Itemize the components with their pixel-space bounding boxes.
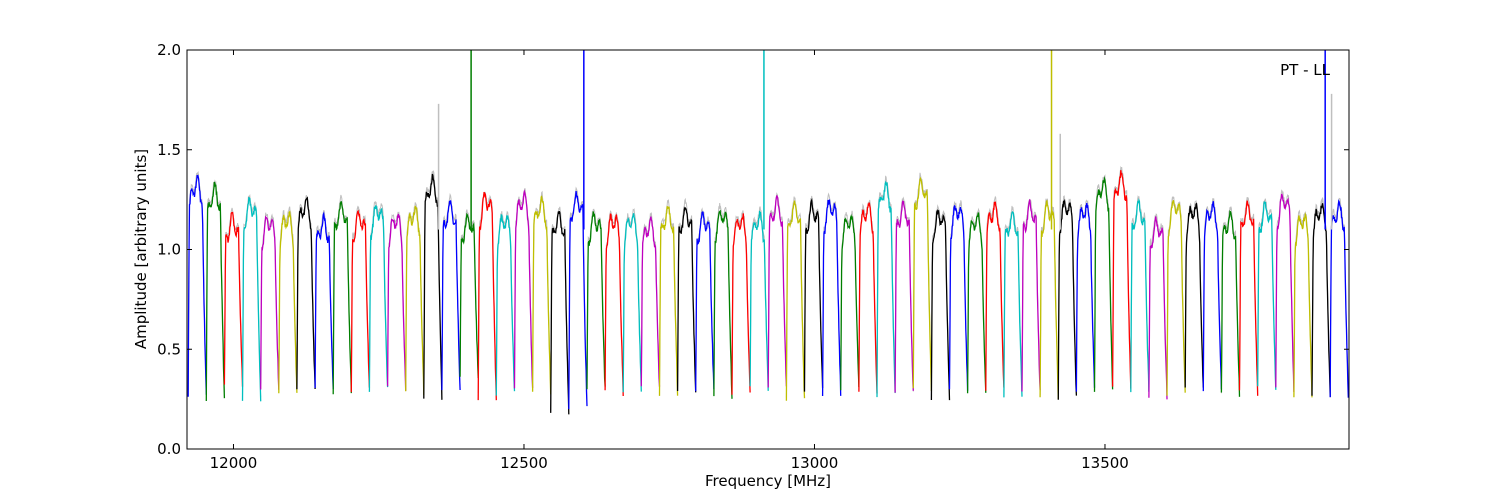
series-segment: [1075, 202, 1096, 392]
series-layer: [187, 50, 1349, 415]
series-segment: [296, 196, 316, 390]
series-segment: [1093, 176, 1114, 392]
series-segment: [314, 211, 334, 390]
series-segment: [477, 191, 497, 401]
x-axis-label: Frequency [MHz]: [705, 472, 831, 490]
series-segment: [1111, 170, 1132, 389]
series-segment: [966, 212, 987, 394]
series-segment: [187, 174, 207, 397]
series-segment: [912, 176, 933, 392]
y-tick-label: 1.0: [157, 241, 181, 259]
series-segment: [622, 213, 642, 393]
series-segment: [930, 208, 951, 401]
series-segment: [568, 191, 588, 410]
x-tick-label: 13000: [791, 454, 839, 472]
series-segment: [985, 201, 1005, 391]
series-segment: [640, 216, 661, 387]
series-segment: [731, 213, 751, 395]
series-segment: [713, 209, 733, 399]
series-segment: [858, 202, 878, 394]
series-segment: [948, 204, 969, 391]
series-segment: [1293, 211, 1313, 398]
series-segment: [803, 197, 824, 392]
series-segment: [749, 210, 769, 391]
series-segment: [531, 195, 552, 395]
series-segment: [1275, 193, 1295, 393]
series-segment: [840, 214, 860, 391]
y-tick-label: 1.5: [157, 141, 181, 159]
series-segment: [1021, 199, 1041, 392]
x-tick-label: 12500: [500, 454, 548, 472]
series-segment: [1202, 201, 1223, 392]
series-segment: [368, 205, 389, 392]
ticks-layer: 12000 12500 13000 13500 0.0 0.5 1.0 1.5 2.0: [157, 41, 1349, 472]
series-segment: [1003, 210, 1023, 398]
series-segment: [241, 196, 262, 402]
series-segment: [405, 205, 425, 396]
series-segment: [785, 200, 806, 401]
y-tick-label: 2.0: [157, 41, 181, 59]
series-segment: [278, 210, 298, 394]
series-segment: [586, 211, 606, 390]
series-segment: [441, 200, 461, 391]
series-segment: [332, 201, 352, 395]
series-segment: [223, 211, 244, 387]
series-segment: [604, 213, 624, 397]
series-segment: [767, 195, 788, 388]
series-segment: [459, 212, 479, 379]
series-segment: [1257, 201, 1277, 390]
series-segment: [695, 211, 715, 392]
series-segment: [423, 173, 443, 400]
series-segment: [513, 189, 534, 389]
series-segment: [1057, 198, 1078, 400]
series-segment: [1166, 200, 1186, 396]
series-segment: [260, 215, 280, 390]
chart-annotation: PT - LL: [1280, 61, 1331, 79]
series-segment: [550, 211, 570, 415]
series-segment: [1329, 199, 1349, 398]
series-segment: [1039, 199, 1059, 400]
series-segment: [495, 213, 516, 396]
series-segment: [821, 199, 842, 397]
y-axis-label: Amplitude [arbitrary units]: [132, 149, 150, 349]
series-segment: [1238, 200, 1259, 396]
y-tick-label: 0.0: [157, 440, 181, 458]
series-segment: [876, 180, 896, 398]
series-segment: [1220, 210, 1241, 397]
series-segment: [205, 181, 226, 402]
series-segment: [1130, 198, 1150, 393]
series-segment: [658, 206, 679, 396]
series-segment: [1184, 202, 1204, 388]
series-segment: [676, 206, 697, 393]
y-tick-label: 0.5: [157, 340, 181, 358]
series-segment: [1311, 203, 1331, 398]
series-segment: [1148, 216, 1168, 400]
x-tick-label: 12000: [210, 454, 258, 472]
series-segment: [894, 200, 914, 393]
x-tick-label: 13500: [1081, 454, 1129, 472]
series-segment: [350, 209, 371, 393]
series-segment: [386, 213, 407, 391]
